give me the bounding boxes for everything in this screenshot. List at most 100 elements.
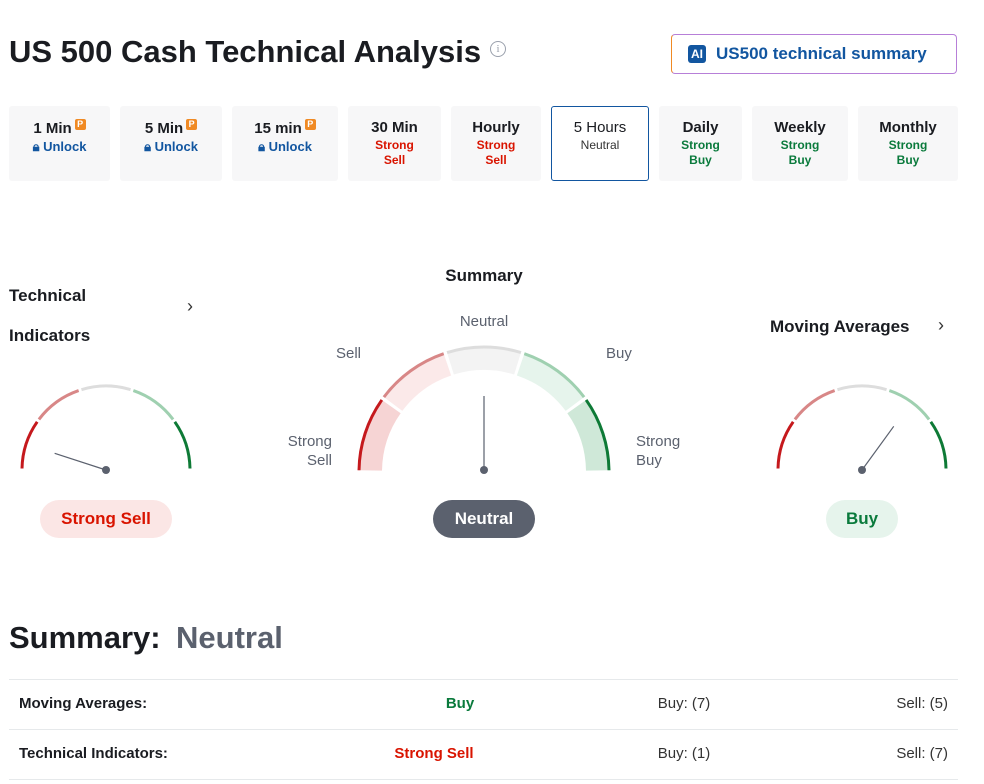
tab-status: Neutral — [574, 138, 626, 153]
gauge-segment — [929, 420, 948, 469]
gauge-rim — [523, 352, 586, 399]
gauge-band — [516, 352, 585, 411]
tab-label-text: 30 Min — [371, 119, 418, 136]
tab-status-text: Strong Buy — [888, 138, 928, 167]
tab-status-text: Strong Buy — [780, 138, 820, 167]
summary-label: Summary: — [9, 620, 161, 655]
row-sell-count: Sell: (5) — [896, 695, 948, 712]
tab-label-text: 15 min — [254, 120, 302, 137]
gauge-segment — [132, 389, 175, 421]
ai-badge: AI — [688, 45, 706, 63]
gauge-rim — [446, 345, 522, 355]
gauge-segment — [837, 384, 887, 392]
pro-icon: P — [304, 119, 316, 130]
tab-status: 🔒︎ Unlock — [20, 139, 100, 154]
gauge-title: Summary — [445, 266, 523, 285]
timeframe-tab[interactable]: Daily Strong Buy — [659, 106, 742, 181]
tab-status-text: Strong Sell — [375, 138, 414, 167]
page-title: US 500 Cash Technical Analysis — [9, 34, 482, 69]
gauge-segment — [37, 389, 80, 421]
timeframe-tab[interactable]: 5 Hours Neutral — [551, 106, 649, 181]
divider — [9, 679, 958, 680]
gauge-title: Technical Indicators — [9, 286, 91, 345]
tab-label-text: Monthly — [879, 119, 937, 136]
divider — [9, 779, 958, 780]
gauge-label: Buy — [606, 345, 632, 362]
gauge-segment — [793, 389, 836, 421]
gauge-segment — [888, 389, 931, 421]
timeframe-tab[interactable]: Monthly Strong Buy — [858, 106, 958, 181]
ai-summary-button[interactable]: AI US500 technical summary — [671, 34, 957, 74]
gauge-segment — [776, 420, 795, 469]
timeframe-tab[interactable]: 5 Min P 🔒︎ Unlock — [120, 106, 222, 181]
gauge-band — [446, 346, 522, 375]
tab-label: 5 Hours — [552, 119, 648, 136]
timeframe-tab[interactable]: 1 Min P 🔒︎ Unlock — [9, 106, 110, 181]
lock-icon: 🔒︎ — [144, 139, 155, 154]
tab-label: Hourly — [451, 119, 541, 136]
tab-label-text: Daily — [682, 119, 719, 136]
tab-label: Daily — [659, 119, 742, 136]
tab-status-text: Unlock — [43, 139, 87, 154]
gauge-rim — [584, 399, 611, 471]
gauge-needle — [54, 452, 107, 471]
tab-label-text: 5 Hours — [573, 119, 627, 136]
pro-icon: P — [186, 119, 198, 130]
tab-status: Strong Buy — [774, 138, 826, 168]
row-signal: Buy — [445, 695, 475, 712]
divider — [9, 729, 958, 730]
timeframe-tab[interactable]: 15 min P 🔒︎ Unlock — [232, 106, 338, 181]
tab-status: Strong Buy — [882, 138, 934, 168]
lock-icon: 🔒︎ — [258, 139, 269, 154]
gauge-needle — [861, 425, 895, 471]
timeframe-tab[interactable]: Hourly Strong Sell — [451, 106, 541, 181]
summary-result: Neutral — [176, 620, 283, 655]
tab-status: Strong Sell — [470, 138, 522, 168]
info-icon[interactable]: i — [490, 41, 506, 57]
tab-status-text: Unlock — [154, 139, 198, 154]
gauge-hub — [858, 466, 866, 474]
row-sell-count: Sell: (7) — [896, 745, 948, 762]
row-signal: Strong Sell — [394, 745, 474, 762]
pro-icon: P — [74, 119, 86, 130]
tab-label-text: 1 Min — [33, 120, 72, 137]
gauge-label: Sell — [335, 345, 361, 362]
tab-label: 5 Min P — [120, 119, 222, 137]
gauge-rim — [357, 399, 384, 471]
gauge-title: Moving Averages — [770, 317, 910, 336]
ai-button-label: US500 technical summary — [716, 44, 927, 63]
gauge-segment — [20, 420, 39, 469]
tab-label: 1 Min P — [9, 119, 110, 137]
gauge-band — [358, 399, 401, 471]
gauge-segment — [81, 384, 131, 392]
timeframe-tab[interactable]: Weekly Strong Buy — [752, 106, 848, 181]
row-buy-count: Buy: (1) — [657, 745, 711, 762]
row-label: Technical Indicators: — [19, 745, 168, 762]
tab-label-text: Hourly — [472, 119, 520, 136]
timeframe-tab[interactable]: 30 Min Strong Sell — [348, 106, 441, 181]
gauge-rim — [382, 352, 445, 399]
tab-status-text: Strong Buy — [681, 138, 720, 167]
result-pill: Neutral — [433, 500, 535, 538]
chevron[interactable]: › — [938, 315, 944, 335]
gauge-hub — [102, 466, 110, 474]
gauge-band — [383, 352, 452, 411]
chevron[interactable]: › — [187, 296, 193, 316]
gauge-segment — [173, 420, 192, 469]
tab-label: Weekly — [752, 119, 848, 136]
tab-status: Strong Sell — [369, 138, 421, 168]
gauge-label: Neutral — [459, 313, 509, 330]
tab-label-text: 5 Min — [144, 120, 184, 137]
tab-label: 30 Min — [348, 119, 441, 136]
row-buy-count: Buy: (7) — [657, 695, 711, 712]
tab-status: Strong Buy — [675, 138, 727, 168]
gauge-label: Strong Sell — [287, 433, 332, 469]
gauge-band — [567, 399, 610, 471]
lock-icon: 🔒︎ — [32, 139, 44, 154]
result-pill: Strong Sell — [40, 500, 172, 538]
result-pill: Buy — [826, 500, 898, 538]
tab-label-text: Weekly — [774, 119, 826, 136]
tab-label: 15 min P — [232, 119, 338, 137]
